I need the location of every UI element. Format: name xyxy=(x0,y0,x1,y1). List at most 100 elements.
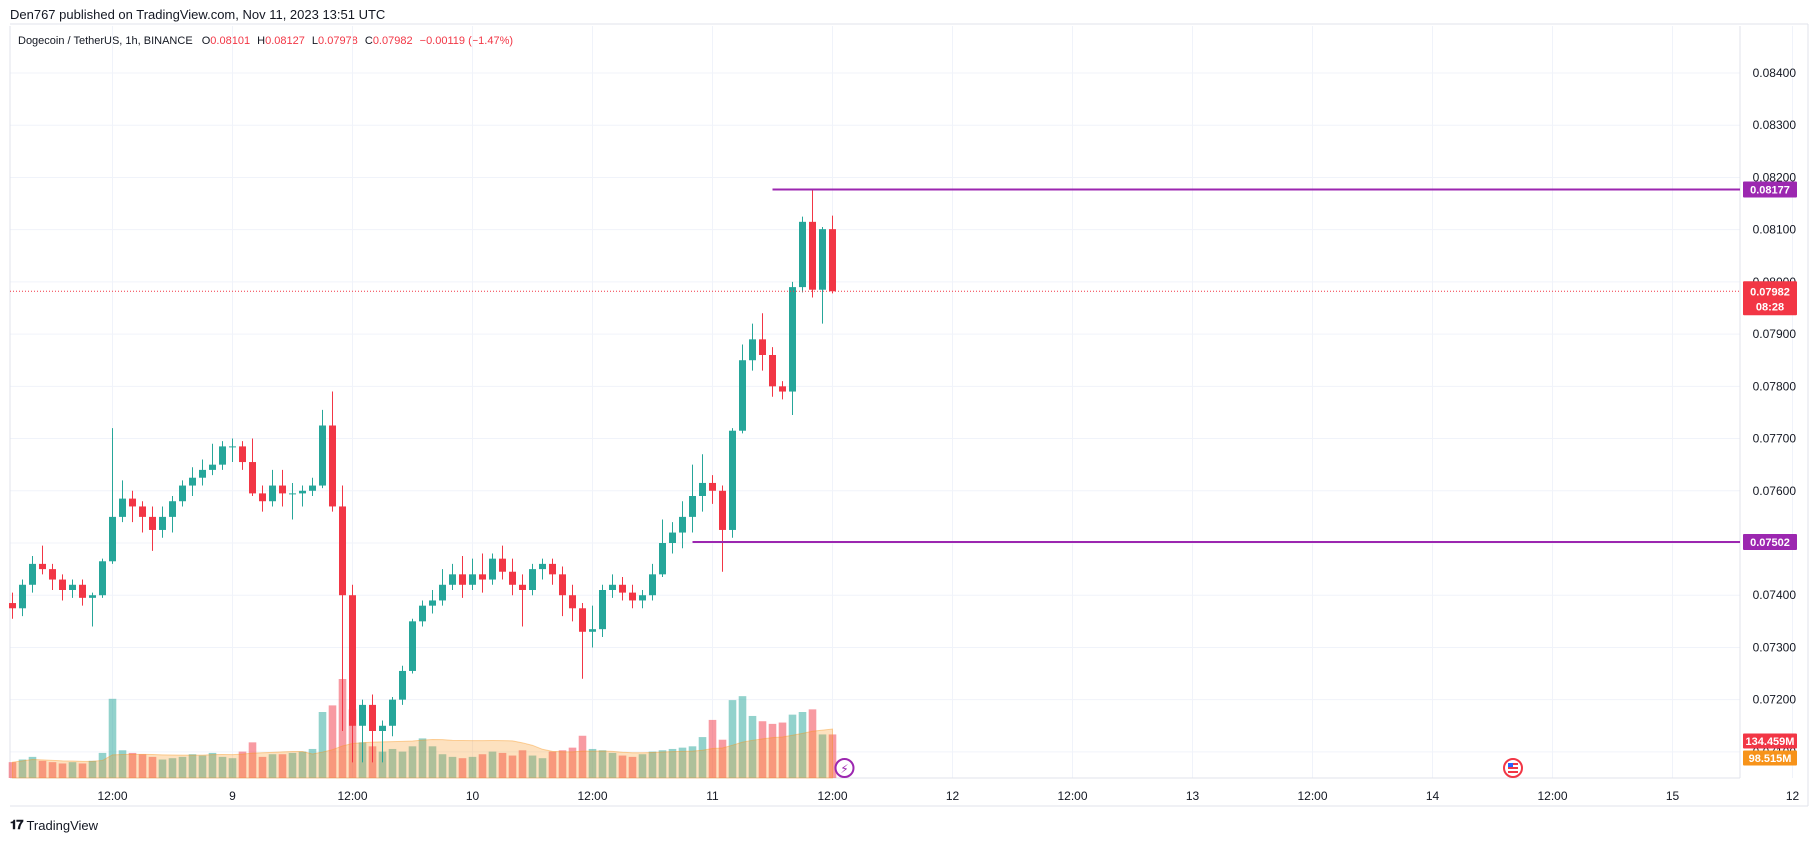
candle-body xyxy=(659,543,666,575)
candle-body xyxy=(629,592,636,601)
candle-body xyxy=(129,498,136,507)
price-tick-label: 0.08300 xyxy=(1753,118,1797,132)
candle-body xyxy=(109,516,116,562)
candle-body xyxy=(809,221,816,290)
level-price-badge-bg xyxy=(1743,533,1797,550)
change-value: −0.00119 (−1.47%) xyxy=(419,35,514,47)
time-tick-label: 12:00 xyxy=(1537,789,1567,803)
symbol-legend: Dogecoin / TetherUS, 1h, BINANCE O0.0810… xyxy=(18,35,517,47)
volume-bar xyxy=(608,752,617,778)
candle-body xyxy=(429,600,436,606)
published-by-line: Den767 published on TradingView.com, Nov… xyxy=(10,7,386,22)
candle-body xyxy=(419,605,426,622)
volume-bar xyxy=(288,752,297,778)
volume-bar xyxy=(688,746,697,778)
candle-body xyxy=(559,574,566,596)
volume-bar xyxy=(38,760,47,778)
volume-bar xyxy=(8,762,17,778)
candle-body xyxy=(799,221,806,288)
candle-body xyxy=(569,595,576,609)
tradingview-logo-icon: 𝟏𝟕 xyxy=(10,817,24,832)
volume-bar xyxy=(178,756,187,778)
volume-bar xyxy=(668,748,677,778)
candle-body xyxy=(619,584,626,593)
volume-bar xyxy=(438,754,447,778)
volume-bar xyxy=(248,742,257,778)
candle-body xyxy=(389,699,396,726)
volume-bar xyxy=(128,752,137,778)
last-price-badge-bg xyxy=(1743,281,1797,316)
volume-bar xyxy=(508,755,517,778)
candle-body xyxy=(549,563,556,575)
candle-body xyxy=(529,569,536,590)
volume-bar xyxy=(578,735,587,778)
candle-body xyxy=(69,584,76,590)
candle-body xyxy=(749,339,756,361)
candle-body xyxy=(449,574,456,585)
volume-bar xyxy=(818,734,827,778)
time-tick-label: 12:00 xyxy=(97,789,127,803)
volume-bar xyxy=(138,754,147,778)
candle-body xyxy=(379,725,386,731)
candle-body xyxy=(769,355,776,387)
volume-bar xyxy=(488,751,497,778)
volume-bar xyxy=(778,722,787,778)
candle-body xyxy=(759,339,766,355)
price-tick-label: 0.08100 xyxy=(1753,223,1797,237)
volume-bar xyxy=(408,746,417,778)
volume-bar xyxy=(238,751,247,778)
candle-body xyxy=(719,490,726,530)
symbol-title[interactable]: Dogecoin / TetherUS, 1h, BINANCE xyxy=(18,35,193,47)
candle-body xyxy=(399,670,406,700)
volume-last-badge: 134.459M xyxy=(1746,736,1795,748)
volume-bar xyxy=(548,751,557,778)
volume-bar xyxy=(118,750,127,778)
candle-body xyxy=(579,608,586,632)
price-tick-label: 0.07900 xyxy=(1753,327,1797,341)
volume-bar xyxy=(678,747,687,778)
high-key: H xyxy=(257,35,266,47)
volume-bar xyxy=(758,721,767,778)
candle-body xyxy=(289,493,296,495)
price-tick-label: 0.08200 xyxy=(1753,170,1797,184)
time-tick-label: 12:00 xyxy=(577,789,607,803)
low-key: L xyxy=(311,35,319,47)
candle-body xyxy=(159,516,166,530)
volume-bar xyxy=(808,709,817,778)
candle-body xyxy=(439,584,446,601)
candle-body xyxy=(299,490,306,494)
candle-body xyxy=(49,569,56,580)
volume-ma-badge-bg xyxy=(1743,750,1797,766)
candle-body xyxy=(239,446,246,463)
volume-bar xyxy=(728,700,737,778)
volume-bar xyxy=(718,739,727,778)
volume-bar xyxy=(98,752,107,778)
volume-bar xyxy=(68,762,77,778)
footer-brand[interactable]: 𝟏𝟕 TradingView xyxy=(10,817,98,833)
volume-bar xyxy=(458,758,467,778)
candle-body xyxy=(829,229,836,292)
candle-body xyxy=(199,469,206,478)
volume-bar xyxy=(768,723,777,778)
volume-bar xyxy=(48,762,57,778)
volume-bar xyxy=(108,698,117,778)
candle-body xyxy=(249,462,256,494)
candle-body xyxy=(189,477,196,486)
candle-body xyxy=(349,595,356,726)
candle-body xyxy=(169,501,176,517)
time-tick-label: 12:00 xyxy=(337,789,367,803)
volume-bar xyxy=(258,756,267,778)
volume-bar xyxy=(318,712,327,778)
volume-bar xyxy=(158,759,167,778)
volume-bar xyxy=(708,719,717,778)
volume-bar xyxy=(18,759,27,778)
volume-bar xyxy=(278,754,287,778)
event-markers: ⚡ xyxy=(834,758,1523,778)
candle-body xyxy=(149,516,156,530)
volume-bar xyxy=(498,752,507,778)
candle-body xyxy=(519,584,526,590)
chart-grid xyxy=(9,23,1809,807)
candle-body xyxy=(599,590,606,630)
time-tick-label: 14 xyxy=(1426,789,1440,803)
